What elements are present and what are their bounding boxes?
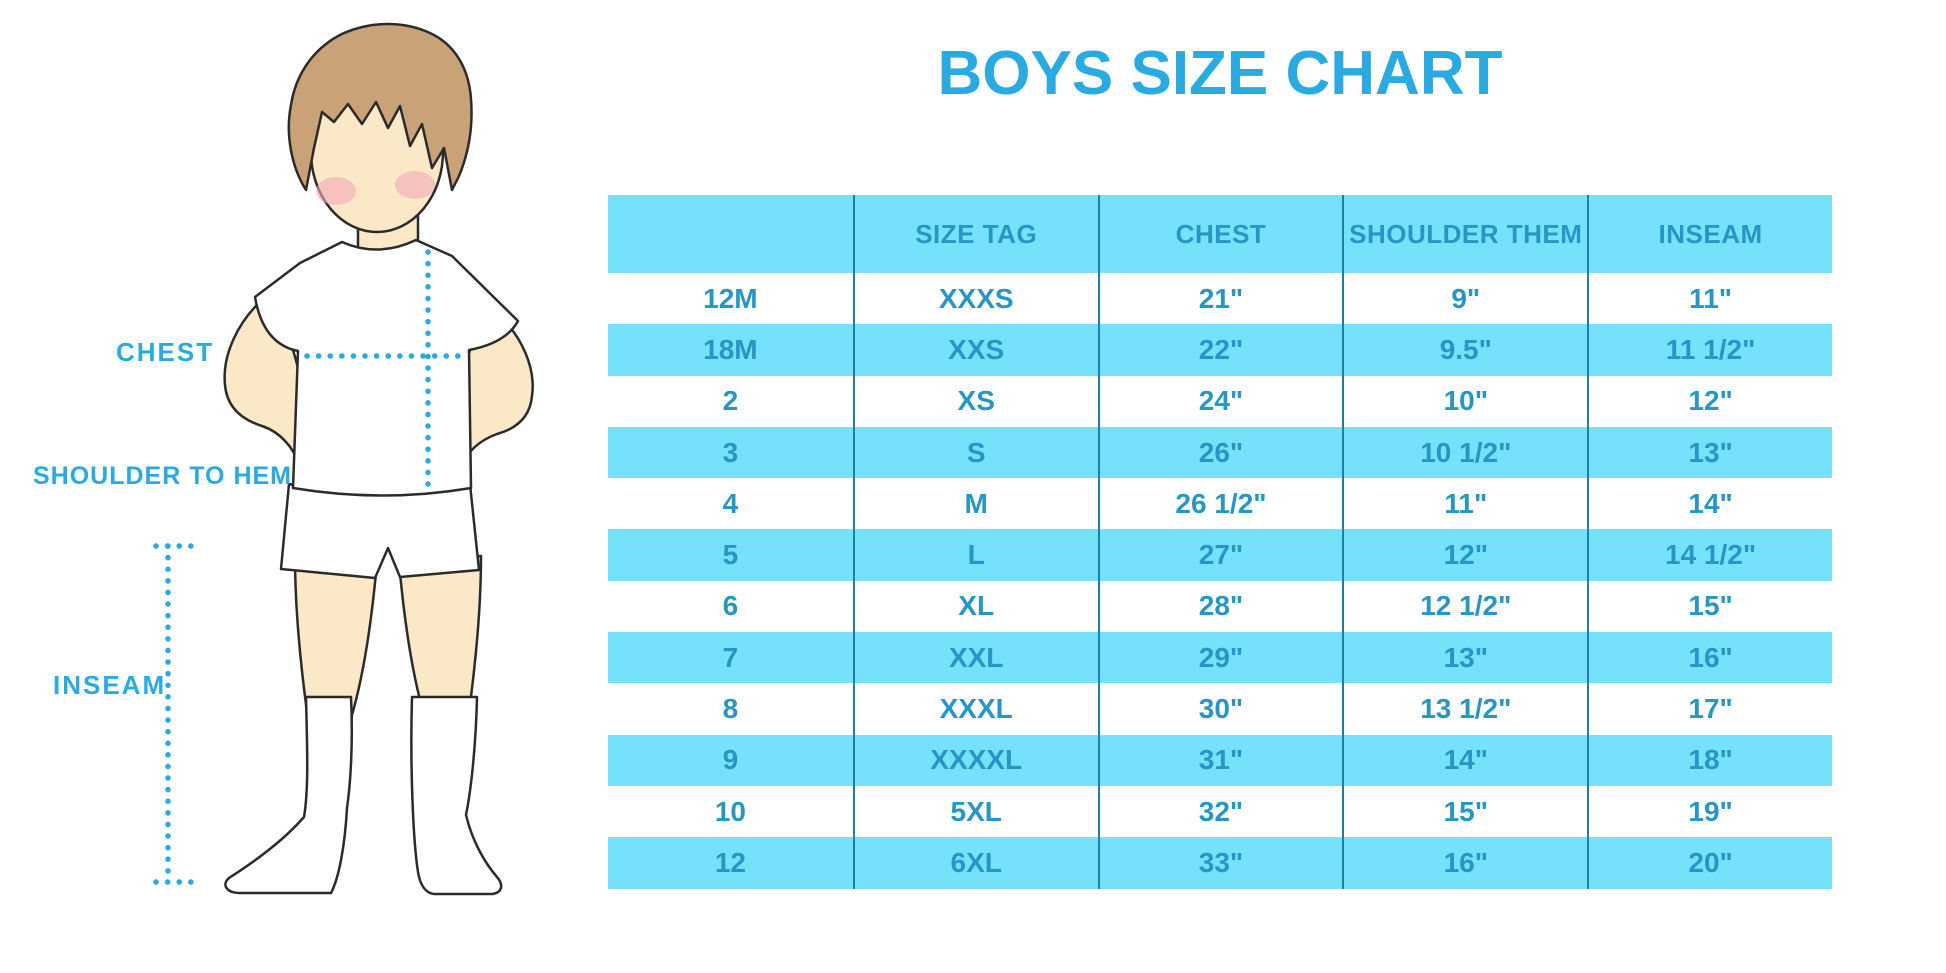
header-cell-blank xyxy=(608,195,853,273)
table-cell: 11 1/2" xyxy=(1587,324,1832,376)
table-cell: 15" xyxy=(1342,785,1587,838)
table-cell: 3 xyxy=(722,436,739,468)
table-cell: 10" xyxy=(1342,375,1587,427)
table-cell: 14 1/2" xyxy=(1587,529,1832,581)
chest-label: CHEST xyxy=(116,337,215,367)
table-cell: 18" xyxy=(1587,734,1832,786)
table-cell: 9 xyxy=(722,744,739,776)
table-cell: XXL xyxy=(852,632,1098,684)
table-cell: 12" xyxy=(1587,375,1832,427)
table-row: 2 XS 24" 10" 12" xyxy=(608,375,1832,427)
right-sock xyxy=(410,695,503,896)
table-cell: 16" xyxy=(1587,632,1832,684)
table-cell: XS xyxy=(852,375,1098,427)
shoulder-to-hem-label: SHOULDER TO HEM xyxy=(33,462,292,490)
table-cell: M xyxy=(852,478,1098,530)
table-cell: 22" xyxy=(1097,324,1343,376)
size-chart-table: SIZE TAG CHEST SHOULDER THEM INSEAM 12M X… xyxy=(608,195,1832,889)
table-cell: 13" xyxy=(1587,426,1832,479)
table-cell: 29" xyxy=(1097,632,1343,684)
inseam-label: INSEAM xyxy=(53,670,167,700)
table-cell: 6 xyxy=(722,590,739,622)
table-cell: 20" xyxy=(1587,837,1832,889)
tshirt xyxy=(253,238,520,497)
table-row: 10 5XL 32" 15" 19" xyxy=(608,785,1832,838)
table-cell: 5 xyxy=(722,539,739,571)
table-cell: 9.5" xyxy=(1342,324,1587,376)
table-cell: 24" xyxy=(1097,375,1343,427)
header-cell-shoulder-them: SHOULDER THEM xyxy=(1342,195,1587,273)
table-cell: 12 1/2" xyxy=(1342,580,1587,633)
table-cell: 2 xyxy=(722,385,739,417)
page-title: BOYS SIZE CHART xyxy=(937,39,1503,108)
table-cell: 19" xyxy=(1587,785,1832,838)
header-cell-inseam: INSEAM xyxy=(1587,195,1832,273)
table-cell: 7 xyxy=(722,641,739,673)
table-cell: XXXS xyxy=(852,273,1098,325)
table-cell: XXS xyxy=(852,324,1098,376)
table-cell: 21" xyxy=(1097,273,1343,325)
table-cell: 5XL xyxy=(852,785,1098,838)
table-cell: 12M xyxy=(703,282,758,314)
table-cell: 8 xyxy=(722,693,739,725)
table-cell: 26 1/2" xyxy=(1097,478,1343,530)
table-cell: 14" xyxy=(1587,478,1832,530)
table-cell: 4 xyxy=(722,487,739,519)
table-cell: 10 xyxy=(714,795,746,827)
table-cell: 13" xyxy=(1342,632,1587,684)
size-chart-table-body: 12M XXXS 21" 9" 11" 18M XXS 22" 9.5" 11 1/2" 2 XS 24… xyxy=(608,273,1832,889)
blush-left xyxy=(316,177,356,205)
table-cell: XL xyxy=(852,580,1098,633)
hair xyxy=(287,22,473,192)
table-row: 8 XXXL 30" 13 1/2" 17" xyxy=(608,683,1832,735)
table-cell: 30" xyxy=(1097,683,1343,735)
header-cell-chest: CHEST xyxy=(1097,195,1343,273)
table-cell: S xyxy=(852,426,1098,479)
table-cell: 32" xyxy=(1097,785,1343,838)
left-sock xyxy=(224,695,354,895)
table-cell: 16" xyxy=(1342,837,1587,889)
table-cell: 12" xyxy=(1342,529,1587,581)
blush-right xyxy=(395,171,435,199)
header-cell-size-tag: SIZE TAG xyxy=(852,195,1098,273)
table-cell: 17" xyxy=(1587,683,1832,735)
table-cell: 15" xyxy=(1587,580,1832,633)
table-row: 6 XL 28" 12 1/2" 15" xyxy=(608,580,1832,633)
table-cell: 11" xyxy=(1342,478,1587,530)
table-cell: XXXXL xyxy=(852,734,1098,786)
table-row: 9 XXXXL 31" 14" 18" xyxy=(608,734,1832,786)
table-row: 4 M 26 1/2" 11" 14" xyxy=(608,478,1832,530)
table-cell: 14" xyxy=(1342,734,1587,786)
table-cell: XXXL xyxy=(852,683,1098,735)
table-cell: 11" xyxy=(1587,273,1832,325)
table-cell: 26" xyxy=(1097,426,1343,479)
table-row: 7 XXL 29" 13" 16" xyxy=(608,632,1832,684)
table-cell: 33" xyxy=(1097,837,1343,889)
table-cell: 27" xyxy=(1097,529,1343,581)
table-cell: 31" xyxy=(1097,734,1343,786)
table-cell: L xyxy=(852,529,1098,581)
table-cell: 13 1/2" xyxy=(1342,683,1587,735)
table-cell: 6XL xyxy=(852,837,1098,889)
boy-figure-illustration xyxy=(153,22,534,896)
table-header-row: SIZE TAG CHEST SHOULDER THEM INSEAM xyxy=(608,195,1832,273)
table-row: 12M XXXS 21" 9" 11" xyxy=(608,273,1832,325)
table-cell: 10 1/2" xyxy=(1342,426,1587,479)
table-cell: 28" xyxy=(1097,580,1343,633)
table-cell: 12 xyxy=(714,846,746,878)
table-row: 12 6XL 33" 16" 20" xyxy=(608,837,1832,889)
table-row: 5 L 27" 12" 14 1/2" xyxy=(608,529,1832,581)
table-cell: 9" xyxy=(1342,273,1587,325)
table-cell: 18M xyxy=(703,333,758,365)
table-row: 3 S 26" 10 1/2" 13" xyxy=(608,426,1832,479)
table-row: 18M XXS 22" 9.5" 11 1/2" xyxy=(608,324,1832,376)
shorts xyxy=(279,482,481,580)
